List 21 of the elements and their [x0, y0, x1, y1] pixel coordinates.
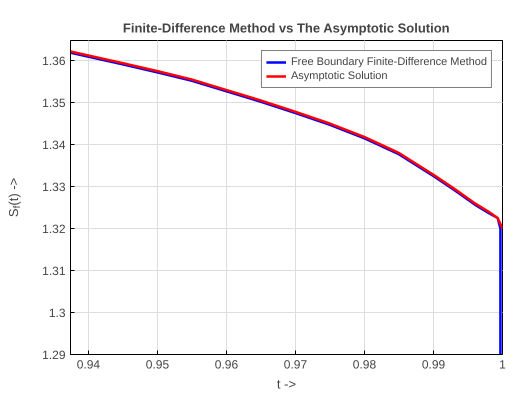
legend-label: Asymptotic Solution [290, 69, 388, 83]
chart-title: Finite-Difference Method vs The Asymptotic Solution [122, 20, 450, 36]
x-tick-label: 0.99 [422, 358, 446, 372]
x-tick-label: 0.95 [146, 358, 170, 372]
x-tick-label: 0.98 [352, 358, 376, 372]
y-tick-label: 1.34 [42, 138, 66, 152]
y-tick-label: 1.29 [42, 348, 66, 362]
x-tick-label: 0.96 [214, 358, 238, 372]
x-axis-title: t -> [276, 376, 296, 392]
y-tick-label: 1.31 [42, 264, 66, 278]
line-series [70, 50, 502, 230]
legend-label: Free Boundary Finite-Difference Method [290, 55, 487, 69]
y-tick-label: 1.33 [42, 180, 66, 194]
y-tick-label: 1.35 [42, 96, 66, 110]
x-tick-label: 0.94 [76, 358, 100, 372]
y-tick-label: 1.32 [42, 222, 66, 236]
x-tick-label: 1 [499, 358, 506, 372]
y-tick-label: 1.3 [48, 306, 66, 320]
x-tick-label: 0.97 [284, 358, 308, 372]
y-axis-title: Sf(t) -> [6, 178, 23, 218]
y-tick-label: 1.36 [42, 54, 66, 68]
